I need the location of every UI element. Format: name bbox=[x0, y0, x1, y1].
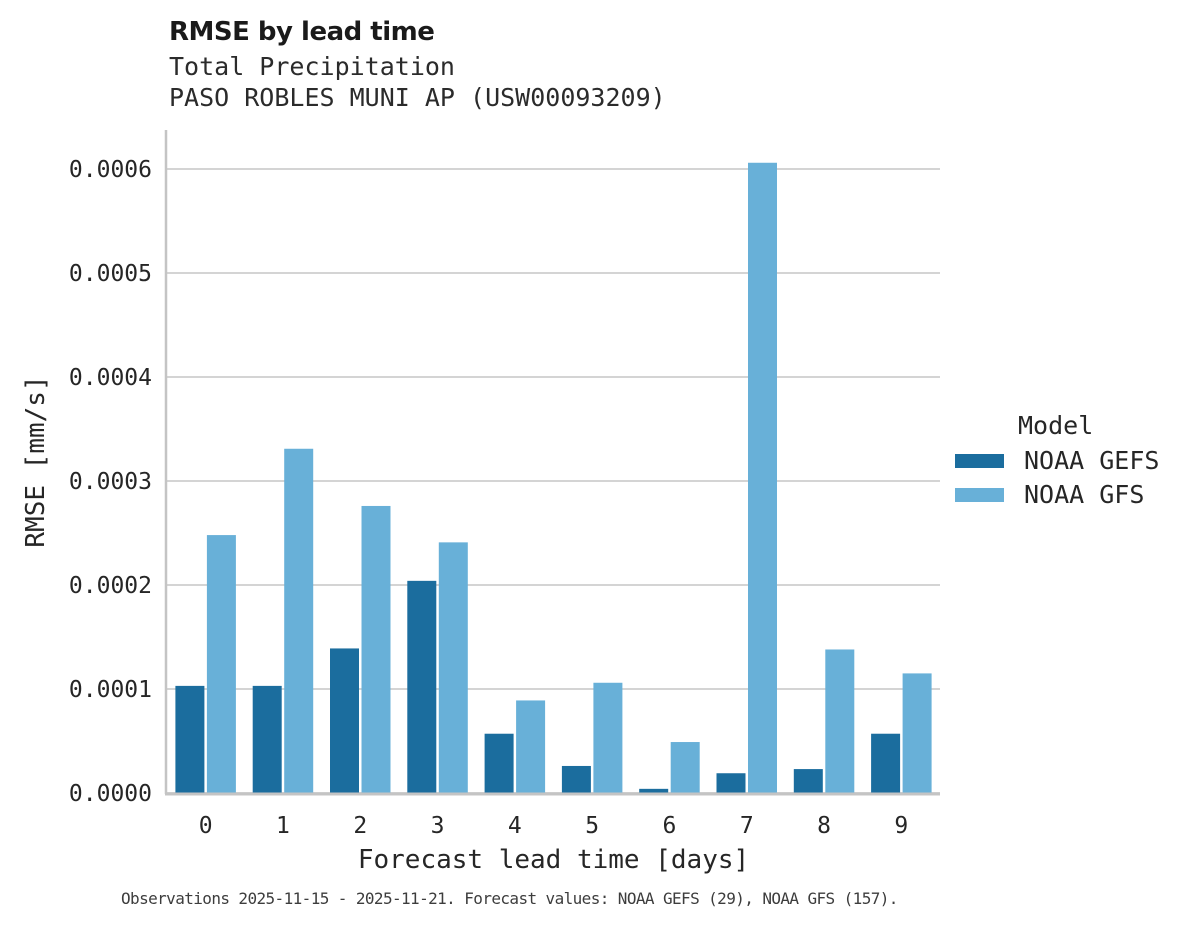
bar-noaa-gefs-0 bbox=[175, 685, 205, 793]
caption: Observations 2025-11-15 - 2025-11-21. Fo… bbox=[121, 889, 898, 908]
bar-noaa-gfs-6 bbox=[670, 742, 700, 793]
x-tick-label: 6 bbox=[663, 813, 677, 839]
y-tick-label: 0.0004 bbox=[69, 365, 152, 391]
y-tick-label: 0.0002 bbox=[69, 573, 152, 599]
bar-noaa-gefs-3 bbox=[407, 580, 437, 793]
bar-noaa-gfs-1 bbox=[284, 448, 314, 793]
bar-noaa-gefs-9 bbox=[871, 733, 901, 793]
y-tick-label: 0.0003 bbox=[69, 469, 152, 495]
x-axis-title: Forecast lead time [days] bbox=[358, 845, 749, 875]
bar-noaa-gefs-8 bbox=[793, 769, 823, 793]
legend-title: Model bbox=[1018, 411, 1094, 440]
x-tick-label: 2 bbox=[353, 813, 367, 839]
chart-subtitle-station: PASO ROBLES MUNI AP (USW00093209) bbox=[169, 83, 666, 112]
y-tick-label: 0.0005 bbox=[69, 261, 152, 287]
legend: Model NOAA GEFS NOAA GFS bbox=[955, 411, 1178, 517]
bar-noaa-gfs-9 bbox=[902, 673, 932, 793]
y-axis-title: RMSE [mm/s] bbox=[21, 375, 51, 547]
legend-label-noaa-gfs: NOAA GFS bbox=[1024, 480, 1145, 509]
chart-title: RMSE by lead time bbox=[169, 17, 435, 47]
bar-noaa-gfs-3 bbox=[438, 542, 468, 793]
x-tick-label: 8 bbox=[817, 813, 831, 839]
x-tick-label: 1 bbox=[276, 813, 290, 839]
bar-noaa-gefs-5 bbox=[561, 765, 591, 793]
x-tick-label: 0 bbox=[199, 813, 213, 839]
x-tick-label: 9 bbox=[894, 813, 908, 839]
chart-subtitle-variable: Total Precipitation bbox=[169, 52, 455, 81]
x-tick-label: 7 bbox=[740, 813, 754, 839]
y-tick-label: 0.0006 bbox=[69, 157, 152, 183]
bar-noaa-gefs-4 bbox=[484, 733, 514, 793]
bar-noaa-gfs-2 bbox=[361, 505, 391, 793]
bar-noaa-gfs-7 bbox=[748, 162, 777, 793]
x-tick-label: 5 bbox=[585, 813, 599, 839]
bar-noaa-gfs-8 bbox=[825, 649, 855, 793]
legend-swatch-noaa-gefs bbox=[955, 453, 1004, 468]
y-tick-label: 0.0001 bbox=[69, 677, 152, 703]
bar-noaa-gefs-7 bbox=[716, 773, 746, 793]
legend-item-noaa-gfs: NOAA GFS bbox=[955, 480, 1178, 509]
bar-noaa-gefs-1 bbox=[252, 685, 282, 793]
bar-noaa-gefs-6 bbox=[639, 788, 669, 793]
legend-swatch-noaa-gfs bbox=[955, 487, 1004, 502]
bar-noaa-gfs-0 bbox=[206, 535, 236, 793]
legend-label-noaa-gefs: NOAA GEFS bbox=[1024, 446, 1160, 475]
bar-noaa-gfs-5 bbox=[593, 682, 623, 793]
x-tick-label: 4 bbox=[508, 813, 522, 839]
bar-noaa-gefs-2 bbox=[330, 648, 359, 793]
legend-item-noaa-gefs: NOAA GEFS bbox=[955, 446, 1178, 475]
y-tick-label: 0.0000 bbox=[69, 781, 152, 807]
bar-noaa-gfs-4 bbox=[516, 700, 546, 793]
x-tick-label: 3 bbox=[431, 813, 445, 839]
